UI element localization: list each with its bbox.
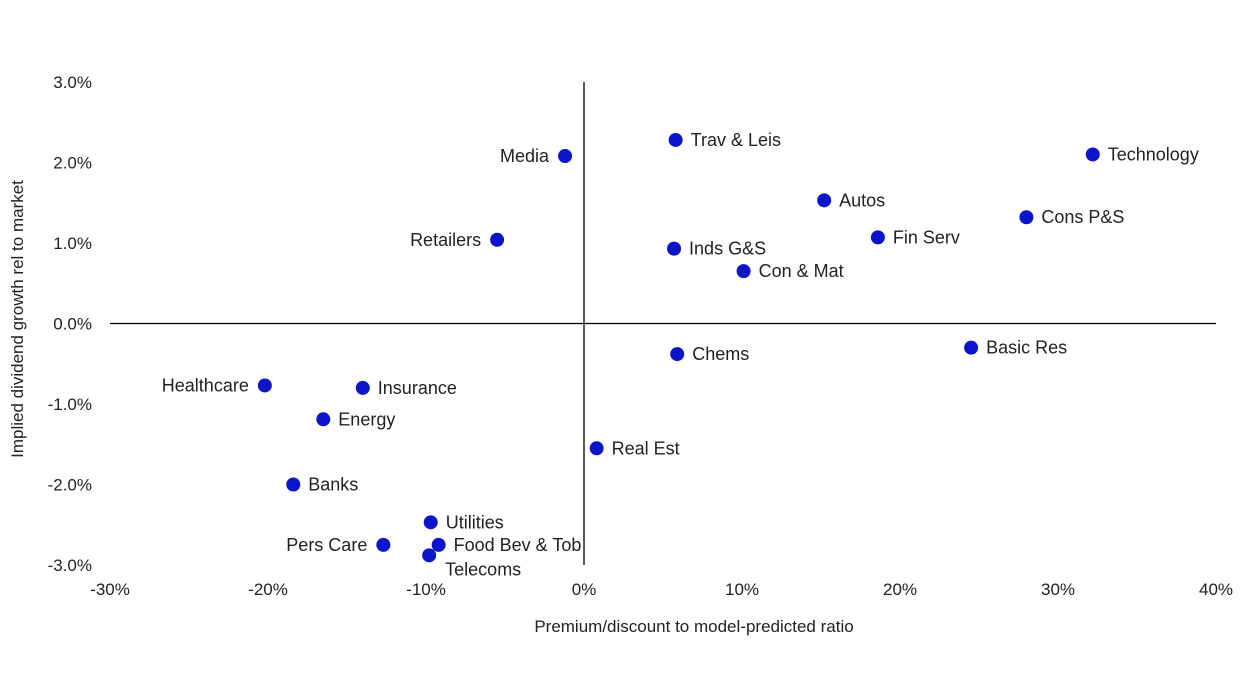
point-label: Trav & Leis <box>691 130 781 150</box>
x-tick-label: 20% <box>883 580 917 599</box>
point-label: Retailers <box>410 230 481 250</box>
data-point <box>423 515 438 530</box>
point-label: Technology <box>1108 144 1199 164</box>
point-label: Chems <box>692 344 749 364</box>
y-tick-label: -3.0% <box>48 556 92 575</box>
point-label: Cons P&S <box>1041 207 1124 227</box>
x-tick-label: -20% <box>248 580 288 599</box>
y-axis-ticks: 3.0% 2.0% 1.0% 0.0% -1.0% -2.0% -3.0% <box>48 73 92 575</box>
data-point <box>257 378 272 393</box>
y-tick-label: -1.0% <box>48 395 92 414</box>
data-point <box>376 537 391 552</box>
data-point <box>736 264 751 279</box>
data-point <box>316 412 331 427</box>
point-label: Fin Serv <box>893 227 960 247</box>
x-tick-label: 30% <box>1041 580 1075 599</box>
point-label: Telecoms <box>445 559 521 579</box>
data-point <box>422 548 437 563</box>
data-point <box>668 132 683 147</box>
y-tick-label: 0.0% <box>53 315 92 334</box>
y-axis-title: Implied dividend growth rel to market <box>8 180 27 458</box>
point-label: Food Bev & Tob <box>454 535 582 555</box>
point-label: Autos <box>839 190 885 210</box>
y-tick-label: 3.0% <box>53 73 92 92</box>
point-label: Pers Care <box>286 535 367 555</box>
data-point <box>490 232 505 247</box>
point-label: Real Est <box>612 438 680 458</box>
y-tick-label: 1.0% <box>53 234 92 253</box>
data-point <box>286 477 301 492</box>
data-point <box>1019 210 1034 225</box>
point-label: Con & Mat <box>759 261 844 281</box>
x-tick-label: 40% <box>1199 580 1233 599</box>
data-point <box>589 441 604 456</box>
data-point <box>558 149 573 164</box>
data-point <box>964 340 979 355</box>
point-label: Healthcare <box>162 375 249 395</box>
point-label: Banks <box>308 475 358 495</box>
x-tick-label: -10% <box>406 580 446 599</box>
data-point <box>670 347 685 362</box>
x-tick-label: -30% <box>90 580 130 599</box>
y-tick-label: -2.0% <box>48 476 92 495</box>
x-axis-ticks: -30% -20% -10% 0% 10% 20% 30% 40% <box>90 580 1233 599</box>
data-point <box>667 241 682 256</box>
data-points: Technology Trav & Leis Media Autos Cons P&S F… <box>162 130 1199 579</box>
point-label: Utilities <box>446 512 504 532</box>
data-point <box>1085 147 1100 162</box>
data-point <box>817 193 832 208</box>
point-label: Basic Res <box>986 338 1067 358</box>
y-tick-label: 2.0% <box>53 154 92 173</box>
data-point <box>431 537 446 552</box>
point-label: Media <box>500 146 550 166</box>
x-axis-title: Premium/discount to model-predicted rati… <box>534 617 853 636</box>
x-tick-label: 0% <box>572 580 597 599</box>
x-tick-label: 10% <box>725 580 759 599</box>
data-point <box>355 380 370 395</box>
point-label: Energy <box>338 409 395 429</box>
axes <box>110 82 1216 565</box>
data-point <box>870 230 885 245</box>
point-label: Inds G&S <box>689 239 766 259</box>
point-label: Insurance <box>378 378 457 398</box>
